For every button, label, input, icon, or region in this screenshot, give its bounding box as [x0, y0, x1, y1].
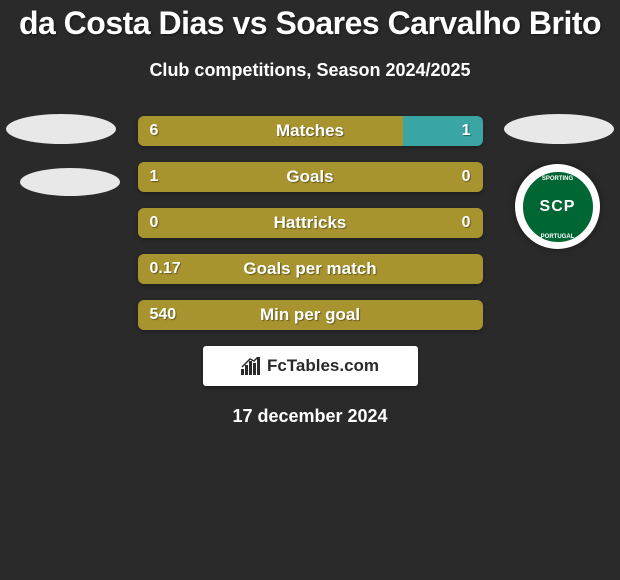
stat-value-right: 0 — [462, 208, 471, 238]
stat-value-left: 6 — [150, 116, 159, 146]
stat-value-right: 1 — [462, 116, 471, 146]
player-right-ellipse-1 — [504, 114, 614, 144]
chart-icon — [241, 357, 261, 375]
stat-bar-left — [138, 116, 404, 146]
stat-bar-left — [138, 208, 483, 238]
player-left-ellipse-1 — [6, 114, 116, 144]
stat-rows: Matches61Goals10Hattricks00Goals per mat… — [138, 116, 483, 330]
page-title: da Costa Dias vs Soares Carvalho Brito — [0, 5, 620, 42]
brand-text: FcTables.com — [267, 356, 379, 376]
stat-bar-left — [138, 254, 483, 284]
stat-value-left: 0 — [150, 208, 159, 238]
club-logo-inner: SPORTING SCP PORTUGAL — [523, 172, 593, 242]
stat-row: Min per goal540 — [138, 300, 483, 330]
stat-row: Goals10 — [138, 162, 483, 192]
date-text: 17 december 2024 — [0, 406, 620, 427]
stat-row: Goals per match0.17 — [138, 254, 483, 284]
stat-value-right: 0 — [462, 162, 471, 192]
stat-value-left: 1 — [150, 162, 159, 192]
stats-area: SPORTING SCP PORTUGAL Matches61Goals10Ha… — [0, 116, 620, 427]
stat-value-left: 0.17 — [150, 254, 181, 284]
club-logo-bottom-text: PORTUGAL — [541, 234, 575, 240]
subtitle: Club competitions, Season 2024/2025 — [0, 60, 620, 81]
brand-box[interactable]: FcTables.com — [203, 346, 418, 386]
player-left-ellipse-2 — [20, 168, 120, 196]
stat-row: Matches61 — [138, 116, 483, 146]
club-logo: SPORTING SCP PORTUGAL — [515, 164, 600, 249]
main-container: da Costa Dias vs Soares Carvalho Brito C… — [0, 0, 620, 427]
stat-row: Hattricks00 — [138, 208, 483, 238]
club-logo-top-text: SPORTING — [542, 176, 573, 182]
club-logo-abbr: SCP — [540, 198, 576, 216]
stat-bar-left — [138, 300, 483, 330]
stat-value-left: 540 — [150, 300, 177, 330]
stat-bar-left — [138, 162, 483, 192]
